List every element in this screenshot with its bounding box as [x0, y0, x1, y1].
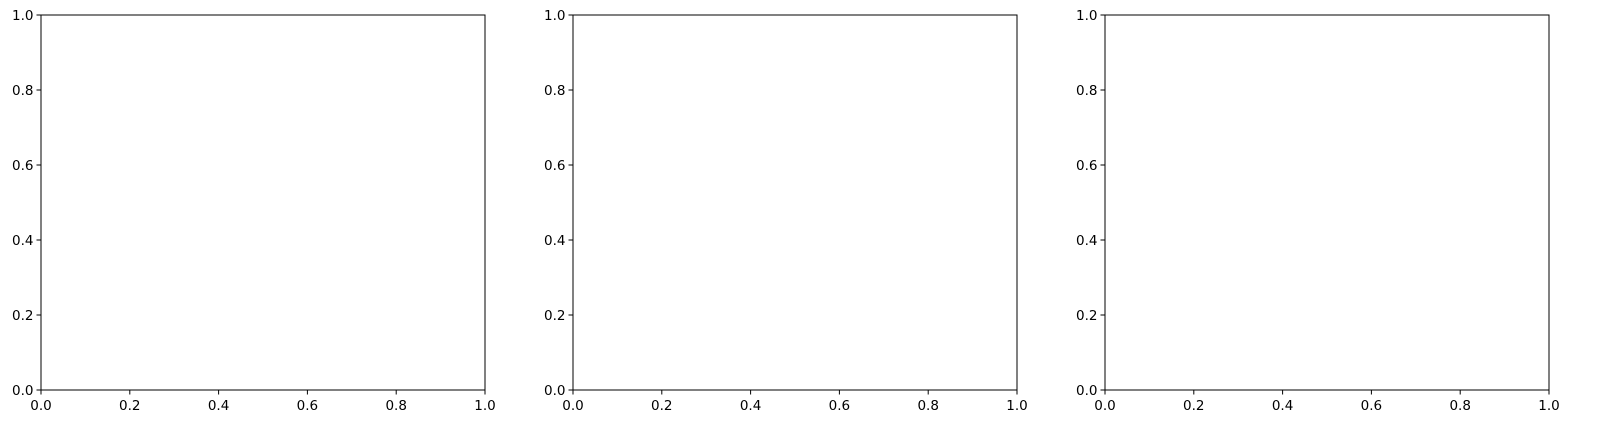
axes-2-frame [572, 14, 1018, 391]
axes-3: 0.0 0.2 0.4 0.6 0.8 1.0 0.0 0.2 0.4 0.6 0.8 1.0 [1076, 8, 1560, 414]
axes-2-ytick-label: 0.0 [544, 383, 565, 399]
axes-2-xtick-label: 0.0 [562, 398, 583, 414]
axes-3-ytick-label: 0.0 [1076, 383, 1097, 399]
axes-3-frame [1104, 14, 1550, 391]
axes-1-ytick-label: 0.0 [12, 383, 33, 399]
axes-1-xtick-label: 0.6 [297, 398, 318, 414]
axes-2-xtick-label: 0.2 [651, 398, 672, 414]
axes-2-xtick-label: 0.4 [740, 398, 761, 414]
axes-3-xtick-label: 0.6 [1361, 398, 1382, 414]
axes-3-xtick-label: 0.4 [1272, 398, 1293, 414]
axes-1-ytick-label: 0.8 [12, 83, 33, 99]
axes-3-xtick-label: 0.0 [1094, 398, 1115, 414]
axes-1-xtick-label: 1.0 [474, 398, 495, 414]
axes-2-xtick-label: 0.8 [917, 398, 938, 414]
axes-3-xtick-label: 0.8 [1449, 398, 1470, 414]
axes-1-xtick-label: 0.8 [385, 398, 406, 414]
axes-1-ytick-label: 0.4 [12, 233, 33, 249]
axes-2-xtick-label: 1.0 [1006, 398, 1027, 414]
axes-1-xtick-label: 0.0 [30, 398, 51, 414]
axes-3-ytick-label: 0.6 [1076, 158, 1097, 174]
axes-container: 0.0 0.2 0.4 0.6 0.8 1.00.00.20.40.60.81.00.0 0… [12, 8, 1560, 414]
axes-3-xtick-label: 1.0 [1538, 398, 1559, 414]
axes-1-ytick-label: 1.0 [12, 8, 33, 24]
axes-3-ytick-label: 0.8 [1076, 83, 1097, 99]
axes-3-ytick-label: 0.4 [1076, 233, 1097, 249]
axes-2-ytick-label: 0.8 [544, 83, 565, 99]
axes-1: 0.0 0.2 0.4 0.6 0.8 1.0 0.0 0.2 0.4 0.6 0.8 1.0 [12, 8, 496, 414]
axes-2: 0.0 0.2 0.4 0.6 0.8 1.0 0.0 0.2 0.4 0.6 0.8 1.0 [544, 8, 1028, 414]
axes-2-ytick-label: 1.0 [544, 8, 565, 24]
axes-2-ytick-label: 0.2 [544, 308, 565, 324]
axes-1-xtick-label: 0.2 [119, 398, 140, 414]
axes-3-ytick-label: 0.2 [1076, 308, 1097, 324]
axes-2-ytick-label: 0.4 [544, 233, 565, 249]
axes-2-ytick-label: 0.6 [544, 158, 565, 174]
axes-1-ytick-label: 0.6 [12, 158, 33, 174]
axes-3-xtick-label: 0.2 [1183, 398, 1204, 414]
axes-3-ytick-label: 1.0 [1076, 8, 1097, 24]
axes-1-xtick-label: 0.4 [208, 398, 229, 414]
axes-1-frame [40, 14, 486, 391]
axes-2-xtick-label: 0.6 [829, 398, 850, 414]
axes-1-ytick-label: 0.2 [12, 308, 33, 324]
